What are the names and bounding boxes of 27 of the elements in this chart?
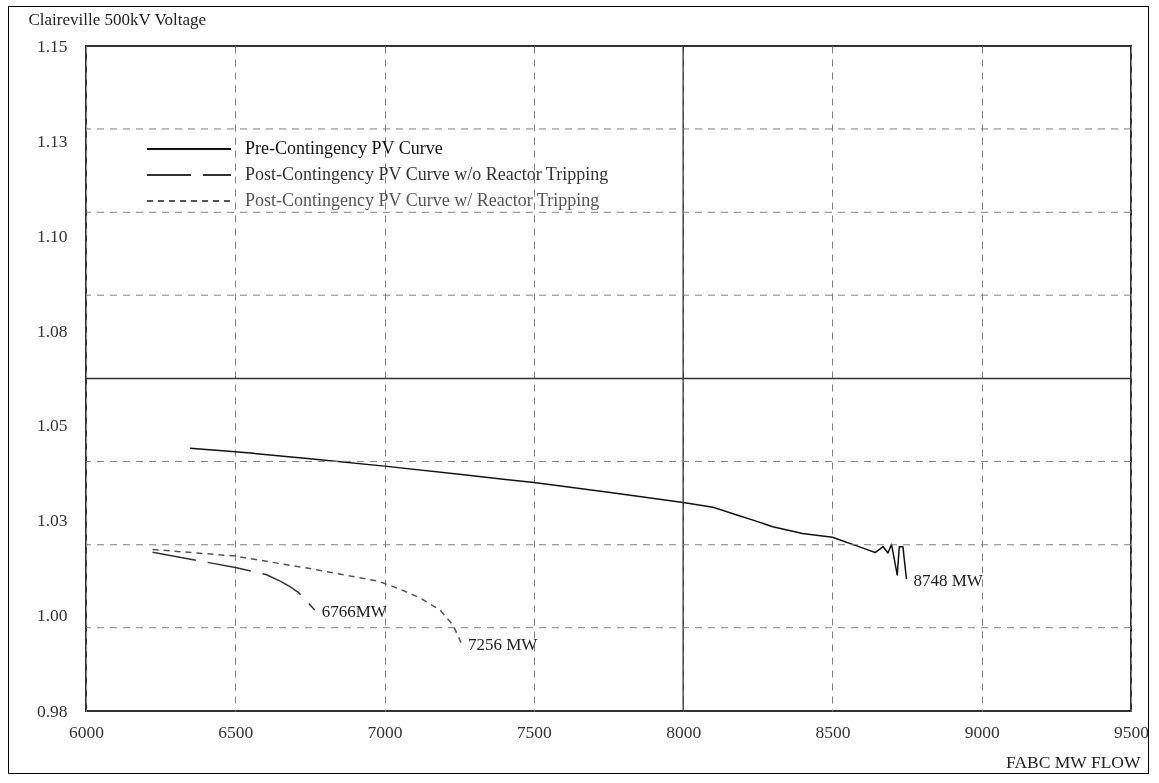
y-tick-label: 1.00 [36,605,68,626]
y-tick-label: 1.08 [36,320,68,341]
x-tick-label: 9000 [964,721,1000,742]
y-tick-label: 1.05 [36,415,68,436]
x-tick-label: 9500 [1114,721,1150,742]
x-tick-label: 8000 [666,721,702,742]
legend-label: Post-Contingency PV Curve w/o Reactor Tripping [245,164,609,184]
y-tick-label: 1.03 [36,510,68,531]
annotation: 7256 MW [468,634,539,654]
annotation: 8748 MW [913,571,984,591]
line-series [151,551,316,611]
annotation: 6766MW [321,602,388,622]
y-tick-label: 1.10 [36,225,68,246]
legend-label: Post-Contingency PV Curve w/ Reactor Tripping [245,190,600,210]
y-axis-title: Claireville 500kV Voltage [28,9,207,29]
legend-label: Pre-Contingency PV Curve [245,138,443,158]
x-tick-label: 8500 [815,721,851,742]
x-tick-label: 7000 [367,721,403,742]
x-tick-label: 6000 [69,721,105,742]
line-series [189,447,908,580]
x-tick-label: 6500 [218,721,254,742]
x-tick-label: 7500 [516,721,553,742]
y-tick-label: 1.13 [36,130,68,151]
line-series [151,548,462,644]
x-axis-title: FABC MW FLOW [1005,751,1141,772]
y-tick-label: 1.15 [36,35,68,56]
y-tick-label: 0.98 [36,700,68,721]
